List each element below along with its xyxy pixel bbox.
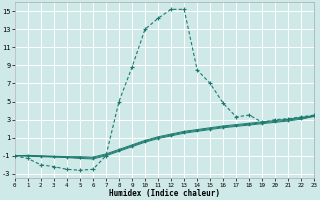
X-axis label: Humidex (Indice chaleur): Humidex (Indice chaleur) (109, 189, 220, 198)
